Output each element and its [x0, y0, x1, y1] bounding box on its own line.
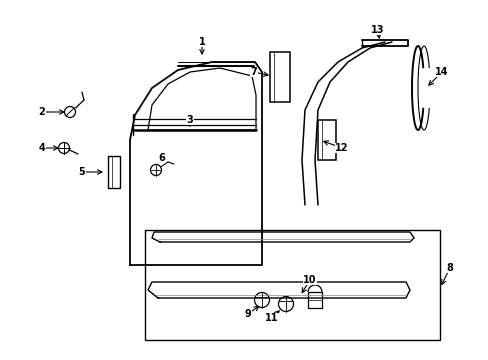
Text: 10: 10: [303, 275, 316, 285]
Text: 12: 12: [335, 143, 348, 153]
Text: 4: 4: [39, 143, 45, 153]
Bar: [108, 156, 120, 188]
Text: 9: 9: [244, 309, 251, 319]
Text: 7: 7: [250, 67, 257, 77]
Text: 5: 5: [79, 167, 85, 177]
Text: 13: 13: [370, 25, 384, 35]
Bar: [269, 52, 289, 102]
Bar: [307, 292, 321, 308]
Text: 6: 6: [158, 153, 165, 163]
Bar: [317, 120, 335, 160]
Text: 8: 8: [446, 263, 452, 273]
Text: 11: 11: [264, 313, 278, 323]
Text: 2: 2: [39, 107, 45, 117]
Bar: [145, 230, 439, 340]
Text: 14: 14: [434, 67, 448, 77]
Text: 1: 1: [198, 37, 205, 47]
Text: 3: 3: [186, 115, 193, 125]
